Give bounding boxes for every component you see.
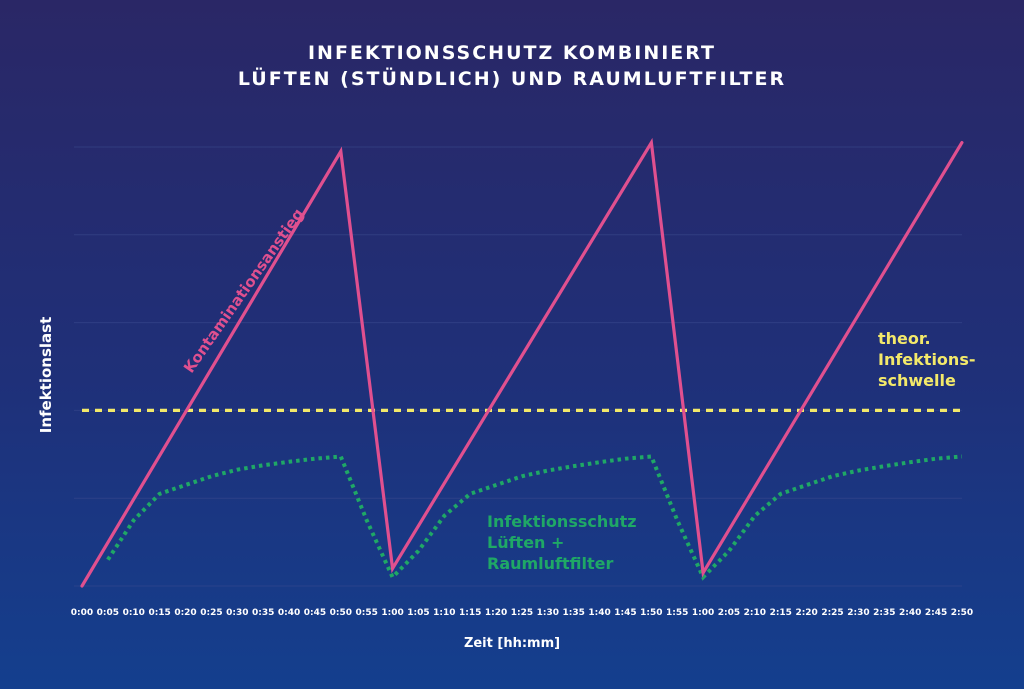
x-tick-label: 0:35 [252,608,274,618]
y-axis-label: Infektionslast [37,316,55,434]
x-tick-label: 2:40 [899,608,921,618]
x-tick-label: 1:00 [692,608,714,618]
x-tick-label: 0:00 [71,608,93,618]
x-tick-label: 2:45 [925,608,947,618]
annotation-threshold: theor. Infektions- schwelle [878,328,975,391]
x-tick-label: 1:35 [563,608,585,618]
x-tick-label: 2:50 [951,608,973,618]
x-tick-label: 1:15 [459,608,481,618]
series-line-contamination [80,137,964,588]
annotation-threshold-line-2: Infektions- [878,350,976,369]
chart-title-line-2: LÜFTEN (STÜNDLICH) UND RAUMLUFTFILTER [237,68,787,90]
x-tick-label: 2:05 [718,608,740,618]
x-tick-label: 1:05 [407,608,429,618]
x-tick-label: 0:20 [174,608,196,618]
annotation-threshold-line-3: schwelle [878,371,956,390]
x-tick-label: 2:35 [873,608,895,618]
x-axis-label: Zeit [hh:mm] [463,636,561,651]
x-tick-label: 1:55 [666,608,688,618]
x-tick-label: 0:50 [330,608,352,618]
x-tick-label: 2:10 [744,608,766,618]
x-tick-label: 2:15 [770,608,792,618]
x-tick-label: 1:00 [381,608,403,618]
annotation-filter-line-2: Lüften + [487,533,565,552]
x-tick-label: 2:30 [847,608,869,618]
x-tick-label: 0:45 [304,608,326,618]
x-tick-label: 1:45 [614,608,636,618]
x-tick-label: 1:25 [511,608,533,618]
x-tick-label: 0:15 [148,608,170,618]
x-tick-label: 0:25 [200,608,222,618]
annotation-threshold-line-1: theor. [878,329,931,348]
x-tick-label: 2:20 [795,608,817,618]
x-tick-label: 1:10 [433,608,455,618]
x-tick-label: 0:40 [278,608,300,618]
annotation-filter-line-3: Raumluftfilter [487,554,614,573]
x-tick-label: 0:10 [123,608,145,618]
x-tick-label: 1:30 [537,608,559,618]
x-tick-label: 1:40 [588,608,610,618]
x-tick-label: 1:20 [485,608,507,618]
annotation-filter-line-1: Infektionsschutz [487,512,637,531]
x-tick-label: 0:30 [226,608,248,618]
chart-title-line-1: INFEKTIONSSCHUTZ KOMBINIERT [307,42,717,64]
x-tick-label: 2:25 [821,608,843,618]
x-tick-labels: 0:00 0:05 0:10 0:15 0:20 0:25 0:30 0:35 0:40 0:45… [71,608,973,618]
x-tick-label: 0:55 [355,608,377,618]
series-layer [80,137,964,588]
x-tick-label: 1:50 [640,608,662,618]
x-tick-label: 0:05 [97,608,119,618]
annotation-filter: Infektionsschutz Lüften + Raumluftfilter [487,511,637,574]
